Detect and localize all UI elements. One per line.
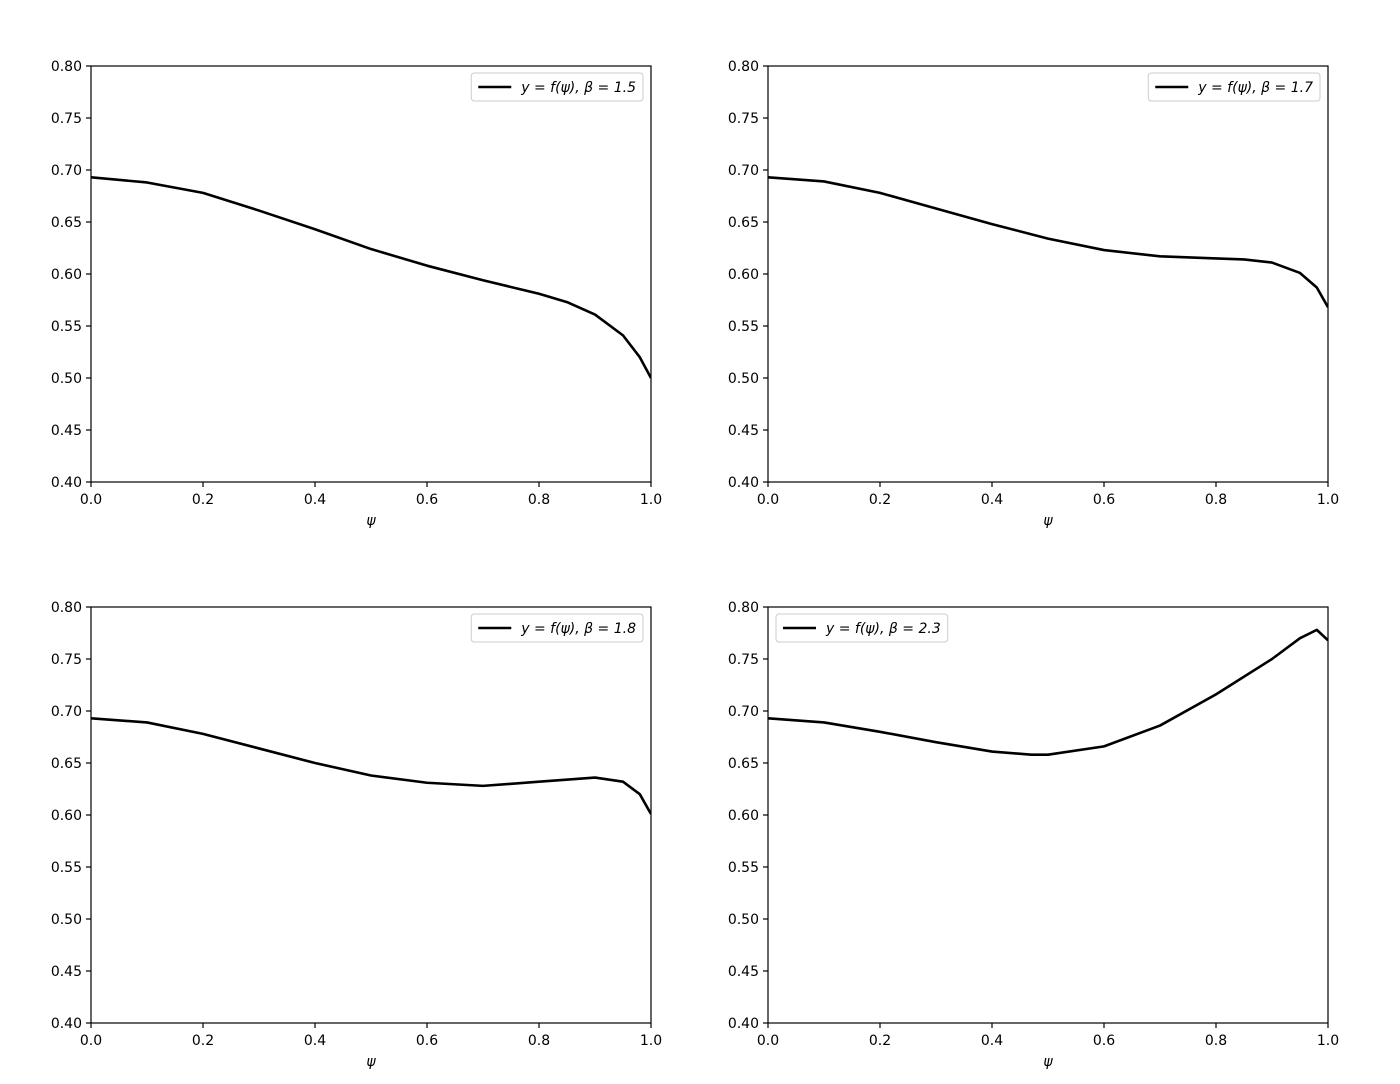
y-tick-label: 0.65 xyxy=(51,215,82,231)
y-tick-label: 0.50 xyxy=(51,371,82,387)
y-tick-label: 0.80 xyxy=(51,59,82,75)
x-tick-label: 0.4 xyxy=(304,492,326,508)
legend-box xyxy=(470,72,644,102)
y-tick-label: 0.65 xyxy=(51,756,82,772)
y-tick-label: 0.45 xyxy=(51,423,82,439)
x-tick-label: 0.2 xyxy=(869,492,891,508)
y-tick-label: 0.60 xyxy=(728,808,759,824)
x-tick-label: 1.0 xyxy=(640,492,662,508)
y-tick-label: 0.50 xyxy=(728,912,759,928)
x-axis-label: ψ xyxy=(366,513,376,529)
plot-area xyxy=(768,628,1328,756)
subplot: 0.0 0.2 0.4 0.6 0.8 1.0 0.40 0.45 0.50 0.55 0.60 0.… xyxy=(51,59,662,529)
y-tick-label: 0.75 xyxy=(51,111,82,127)
y-tick-label: 0.60 xyxy=(51,267,82,283)
x-tick-label: 0.8 xyxy=(1205,492,1227,508)
x-tick-label: 0.6 xyxy=(1093,492,1115,508)
y-tick-label: 0.50 xyxy=(51,912,82,928)
legend-box xyxy=(470,613,644,643)
legend: y = f(ψ), β = 1.8 xyxy=(470,613,644,643)
x-tick-label: 1.0 xyxy=(1317,492,1339,508)
x-tick-label: 0.0 xyxy=(80,1033,102,1049)
y-tick-label: 0.70 xyxy=(728,704,759,720)
x-tick-label: 0.0 xyxy=(80,492,102,508)
y-tick-label: 0.40 xyxy=(51,1016,82,1032)
data-line xyxy=(768,175,1328,308)
y-tick-label: 0.55 xyxy=(51,860,82,876)
x-tick-label: 0.0 xyxy=(757,1033,779,1049)
axes-frame xyxy=(767,606,1329,1024)
x-tick-label: 0.6 xyxy=(416,1033,438,1049)
axes-frame xyxy=(767,65,1329,483)
legend-label: y = f(ψ), β = 1.8 xyxy=(520,621,636,637)
data-line xyxy=(91,716,651,815)
x-tick-label: 0.8 xyxy=(1205,1033,1227,1049)
y-tick-label: 0.80 xyxy=(51,600,82,616)
data-line xyxy=(91,175,651,379)
y-tick-label: 0.45 xyxy=(51,964,82,980)
subplot: 0.0 0.2 0.4 0.6 0.8 1.0 0.40 0.45 0.50 0.55 0.60 0.… xyxy=(728,600,1339,1070)
x-tick-label: 1.0 xyxy=(1317,1033,1339,1049)
plot-area xyxy=(91,175,651,379)
x-axis-label: ψ xyxy=(366,1054,376,1070)
axes-frame xyxy=(90,65,652,483)
legend-box xyxy=(775,613,949,643)
axes-frame xyxy=(90,606,652,1024)
y-tick-label: 0.55 xyxy=(728,319,759,335)
subplot: 0.0 0.2 0.4 0.6 0.8 1.0 0.40 0.45 0.50 0.55 0.60 0.… xyxy=(51,600,662,1070)
y-tick-label: 0.50 xyxy=(728,371,759,387)
x-tick-label: 0.2 xyxy=(192,1033,214,1049)
y-tick-label: 0.70 xyxy=(51,704,82,720)
y-tick-label: 0.75 xyxy=(728,111,759,127)
x-tick-label: 0.4 xyxy=(981,492,1003,508)
y-tick-label: 0.60 xyxy=(728,267,759,283)
y-tick-label: 0.70 xyxy=(728,163,759,179)
legend-label: y = f(ψ), β = 2.3 xyxy=(825,621,941,637)
y-tick-label: 0.80 xyxy=(728,600,759,616)
y-tick-label: 0.60 xyxy=(51,808,82,824)
data-line xyxy=(768,628,1328,756)
y-tick-label: 0.40 xyxy=(728,1016,759,1032)
x-tick-label: 0.6 xyxy=(416,492,438,508)
x-tick-label: 0.4 xyxy=(981,1033,1003,1049)
y-tick-label: 0.70 xyxy=(51,163,82,179)
y-tick-label: 0.80 xyxy=(728,59,759,75)
x-axis-label: ψ xyxy=(1043,513,1053,529)
y-tick-label: 0.75 xyxy=(728,652,759,668)
x-tick-label: 0.6 xyxy=(1093,1033,1115,1049)
x-axis-label: ψ xyxy=(1043,1054,1053,1070)
y-tick-label: 0.40 xyxy=(51,475,82,491)
y-tick-label: 0.40 xyxy=(728,475,759,491)
y-tick-label: 0.55 xyxy=(51,319,82,335)
subplot: 0.0 0.2 0.4 0.6 0.8 1.0 0.40 0.45 0.50 0.55 0.60 0.… xyxy=(728,59,1339,529)
plot-area xyxy=(768,175,1328,308)
legend: y = f(ψ), β = 2.3 xyxy=(775,613,949,643)
legend-box xyxy=(1147,72,1321,102)
y-tick-label: 0.45 xyxy=(728,964,759,980)
y-tick-label: 0.55 xyxy=(728,860,759,876)
plot-area xyxy=(91,716,651,815)
legend: y = f(ψ), β = 1.7 xyxy=(1147,72,1321,102)
y-tick-label: 0.65 xyxy=(728,756,759,772)
x-tick-label: 0.8 xyxy=(528,492,550,508)
x-tick-label: 0.0 xyxy=(757,492,779,508)
y-tick-label: 0.65 xyxy=(728,215,759,231)
x-tick-label: 1.0 xyxy=(640,1033,662,1049)
x-tick-label: 0.2 xyxy=(192,492,214,508)
x-tick-label: 0.8 xyxy=(528,1033,550,1049)
legend-label: y = f(ψ), β = 1.5 xyxy=(520,80,636,96)
x-tick-label: 0.4 xyxy=(304,1033,326,1049)
y-tick-label: 0.45 xyxy=(728,423,759,439)
legend-label: y = f(ψ), β = 1.7 xyxy=(1197,80,1313,96)
x-tick-label: 0.2 xyxy=(869,1033,891,1049)
legend: y = f(ψ), β = 1.5 xyxy=(470,72,644,102)
y-tick-label: 0.75 xyxy=(51,652,82,668)
